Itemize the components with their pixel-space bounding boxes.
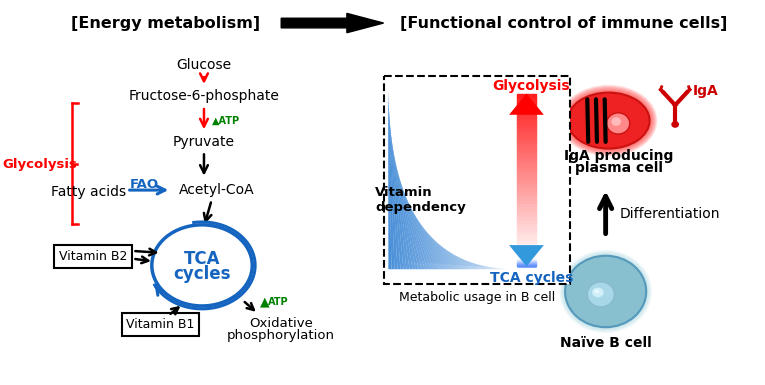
Ellipse shape [672,121,679,128]
Polygon shape [389,103,403,269]
Text: Differentiation: Differentiation [619,207,720,221]
Ellipse shape [564,255,647,328]
Polygon shape [389,190,464,269]
Ellipse shape [588,282,614,307]
Text: Pyruvate: Pyruvate [173,135,235,149]
Polygon shape [389,229,491,269]
Polygon shape [389,134,425,269]
Polygon shape [389,238,497,269]
Polygon shape [389,216,482,269]
Polygon shape [389,121,415,269]
Polygon shape [389,142,431,269]
Text: cycles: cycles [174,265,231,283]
Ellipse shape [562,252,650,331]
Polygon shape [389,203,473,269]
Polygon shape [282,13,383,33]
Text: plasma cell: plasma cell [575,161,663,175]
FancyBboxPatch shape [122,313,199,336]
Ellipse shape [562,87,656,154]
Ellipse shape [594,290,599,293]
Text: [Energy metabolism]: [Energy metabolism] [71,15,260,30]
Ellipse shape [565,90,653,151]
Polygon shape [389,151,437,269]
Text: Glycolysis: Glycolysis [493,79,570,93]
Ellipse shape [559,250,652,333]
Text: Vitamin
dependency: Vitamin dependency [375,186,466,214]
Ellipse shape [562,253,649,330]
Polygon shape [389,112,409,269]
Text: IgA: IgA [692,84,718,98]
Polygon shape [389,164,446,269]
Polygon shape [389,173,452,269]
Polygon shape [389,177,454,269]
Polygon shape [389,199,470,269]
Ellipse shape [565,256,646,327]
Polygon shape [389,125,418,269]
Polygon shape [389,221,485,269]
Text: TCA cycles: TCA cycles [490,271,573,285]
Polygon shape [389,116,412,269]
Text: TCA: TCA [184,249,220,268]
Text: Fructose-6-phosphate: Fructose-6-phosphate [129,89,279,104]
Ellipse shape [564,89,653,152]
Ellipse shape [567,92,650,149]
Polygon shape [389,255,509,269]
Text: Metabolic usage in B cell: Metabolic usage in B cell [399,291,555,304]
Polygon shape [509,94,544,115]
Ellipse shape [563,88,654,153]
Ellipse shape [561,86,656,155]
Polygon shape [389,225,488,269]
Polygon shape [389,147,434,269]
FancyBboxPatch shape [383,76,570,284]
Polygon shape [389,107,406,269]
Polygon shape [389,168,449,269]
Polygon shape [389,155,440,269]
Text: IgA producing: IgA producing [565,149,674,163]
Text: Glycolysis: Glycolysis [2,157,77,171]
Ellipse shape [607,113,630,134]
Polygon shape [389,129,422,269]
Polygon shape [389,208,476,269]
Text: ▲: ▲ [260,296,269,309]
Ellipse shape [560,251,651,332]
Text: Fatty acids: Fatty acids [50,185,125,199]
Ellipse shape [568,92,649,149]
Text: Glucose: Glucose [177,58,232,72]
Text: ATP: ATP [268,297,288,307]
Text: Vitamin B1: Vitamin B1 [126,318,195,331]
Polygon shape [389,246,503,269]
Ellipse shape [611,117,621,126]
Ellipse shape [592,288,604,297]
Polygon shape [389,99,400,269]
Text: Naïve B cell: Naïve B cell [560,336,652,350]
Polygon shape [389,212,479,269]
Text: [Functional control of immune cells]: [Functional control of immune cells] [400,15,728,30]
Polygon shape [389,160,443,269]
Text: Oxidative: Oxidative [249,317,313,330]
Polygon shape [389,242,500,269]
Polygon shape [389,94,398,269]
Ellipse shape [565,90,652,151]
Polygon shape [389,186,461,269]
Polygon shape [389,181,457,269]
Text: phosphorylation: phosphorylation [227,330,335,342]
Polygon shape [389,90,395,269]
Polygon shape [509,245,544,266]
Text: Vitamin B2: Vitamin B2 [59,250,127,263]
Polygon shape [389,194,467,269]
Polygon shape [389,251,506,269]
Text: FAO: FAO [129,178,158,191]
Polygon shape [389,138,428,269]
Ellipse shape [560,85,657,156]
Text: Acetyl-CoA: Acetyl-CoA [179,183,254,197]
Ellipse shape [563,254,648,329]
Polygon shape [389,86,392,269]
Text: ▲ATP: ▲ATP [212,116,239,126]
FancyBboxPatch shape [54,245,132,268]
Polygon shape [389,234,494,269]
